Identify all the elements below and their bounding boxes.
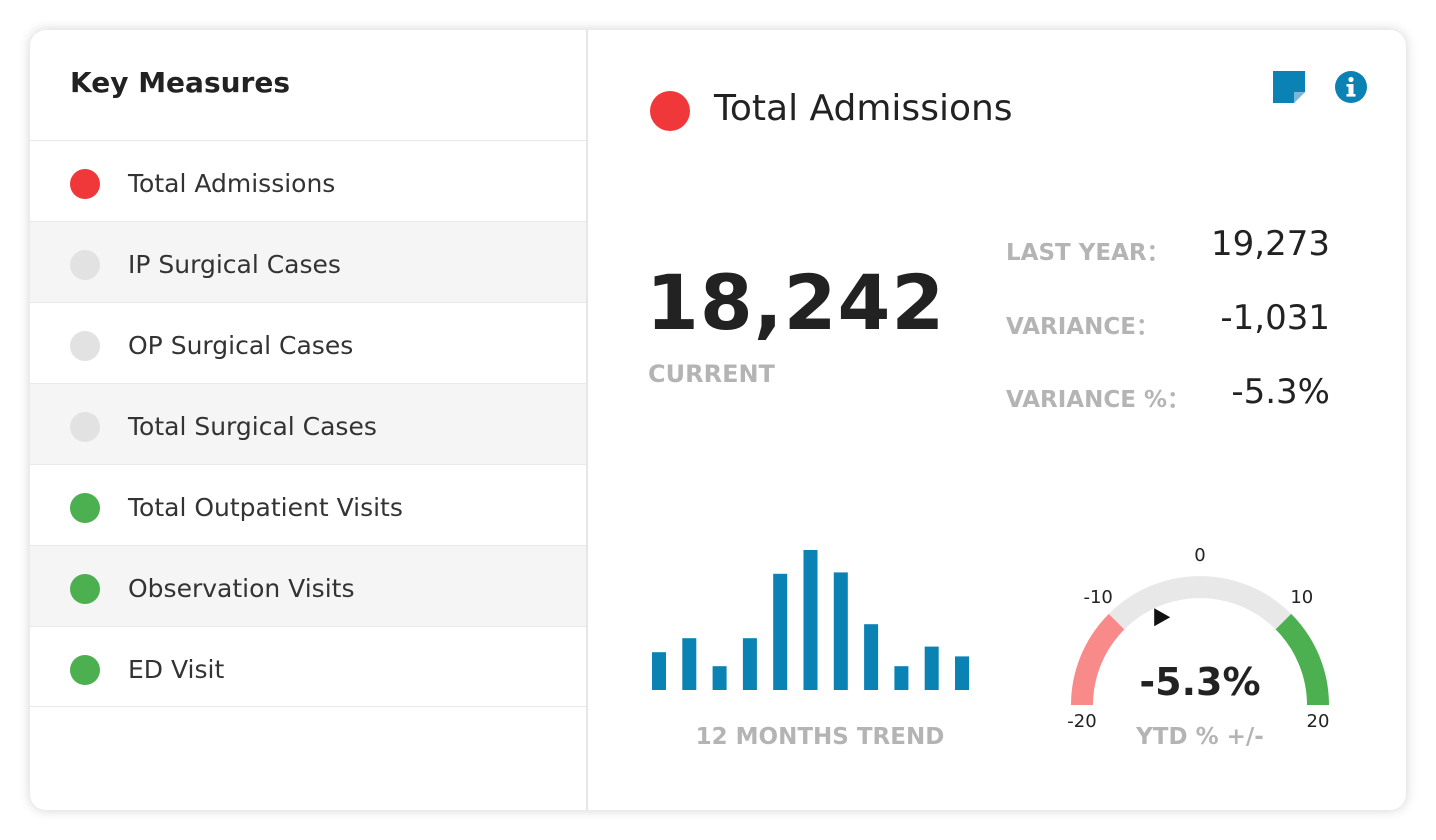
gauge-label: YTD % +/- — [1136, 724, 1264, 750]
list-item[interactable]: OP Surgical Cases — [30, 302, 586, 383]
variance-pct-label: VARIANCE %： — [1006, 387, 1190, 413]
list-item[interactable]: Total Surgical Cases — [30, 383, 586, 464]
list-item-label: IP Surgical Cases — [128, 250, 341, 279]
list-item-label: OP Surgical Cases — [128, 331, 354, 360]
gauge-tick-label: -20 — [1067, 711, 1096, 732]
status-dot — [70, 493, 100, 523]
list-item-label: ED Visit — [128, 655, 225, 684]
status-dot — [70, 169, 100, 199]
gauge-value: -5.3% — [1139, 660, 1260, 704]
trend-label: 12 MONTHS TREND — [695, 724, 945, 750]
gauge-band — [1108, 576, 1292, 630]
list-item[interactable]: Total Outpatient Visits — [30, 464, 586, 545]
gauge-band — [1275, 613, 1329, 706]
gauge-pointer — [1154, 608, 1171, 627]
last-year-value: 19,273 — [1211, 224, 1330, 264]
list-item[interactable]: ED Visit — [30, 626, 586, 707]
list-item-label: Observation Visits — [128, 574, 355, 603]
ytd-gauge: -20 -10 0 10 20 -5.3% — [1067, 545, 1330, 732]
trend-bar — [864, 624, 879, 690]
sidebar-title: Key Measures — [70, 66, 291, 99]
measure-list: Total Admissions IP Surgical Cases OP Surg… — [30, 140, 586, 707]
detail-title: Total Admissions — [714, 88, 1013, 129]
variance-label: VARIANCE： — [1006, 314, 1159, 340]
list-item[interactable]: IP Surgical Cases — [30, 221, 586, 302]
measure-detail: Total Admissions 18,242 CURRENT LAST YEA… — [590, 30, 1406, 810]
status-dot — [70, 412, 100, 442]
trend-bar — [955, 656, 969, 690]
last-year-label: LAST YEAR： — [1006, 240, 1170, 266]
status-dot — [70, 331, 100, 361]
kpi-card: Key Measures Total Admissions IP Surgical… — [30, 30, 1406, 810]
status-dot — [70, 250, 100, 280]
list-item-label: Total Admissions — [128, 169, 336, 198]
trend-bar — [712, 666, 727, 690]
trend-bar — [652, 652, 666, 690]
gauge-tick-label: 10 — [1290, 587, 1313, 608]
current-value: 18,242 — [646, 258, 946, 347]
status-dot — [650, 91, 690, 131]
gauge-band — [1071, 613, 1125, 706]
variance-value: -1,031 — [1220, 298, 1330, 338]
info-icon[interactable] — [1334, 70, 1368, 104]
gauge-tick-label: -10 — [1083, 587, 1112, 608]
list-item[interactable]: Total Admissions — [30, 140, 586, 221]
trend-bar — [682, 638, 697, 690]
status-dot — [70, 574, 100, 604]
variance-pct-value: -5.3% — [1231, 372, 1330, 412]
trend-bar — [742, 638, 757, 690]
list-item-label: Total Outpatient Visits — [128, 493, 403, 522]
key-measures-sidebar: Key Measures Total Admissions IP Surgical… — [30, 30, 588, 810]
status-dot — [70, 655, 100, 685]
gauge-tick-label: 20 — [1307, 711, 1330, 732]
trend-bar — [773, 573, 788, 690]
trend-bar — [833, 572, 848, 690]
sticky-note-icon[interactable] — [1272, 70, 1306, 104]
trend-bar — [924, 646, 939, 690]
current-label: CURRENT — [648, 360, 775, 388]
trend-bar — [894, 666, 909, 690]
list-item[interactable]: Observation Visits — [30, 545, 586, 626]
trend-bar-chart — [652, 550, 969, 690]
list-item-label: Total Surgical Cases — [128, 412, 377, 441]
gauge-tick-label: 0 — [1194, 545, 1205, 566]
trend-bar — [803, 550, 818, 690]
